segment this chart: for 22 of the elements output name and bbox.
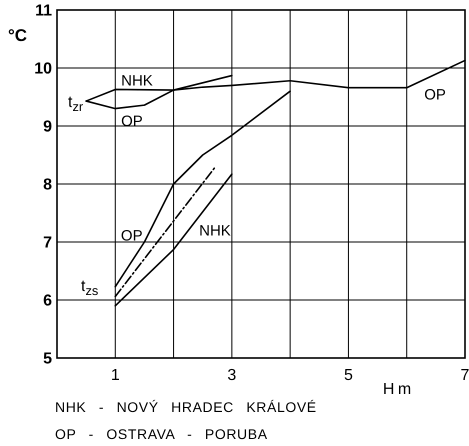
- x-tick-label: 1: [110, 367, 120, 384]
- y-tick-label: 6: [43, 292, 52, 310]
- series-label: NHK: [199, 222, 231, 240]
- y-tick-label: 7: [43, 234, 52, 252]
- annotation: t$_{zs}$: [81, 278, 98, 298]
- y-tick-label: 9: [43, 118, 52, 136]
- y-axis-title: °C: [8, 26, 28, 45]
- y-tick-label: 11: [35, 2, 52, 20]
- y-tick-label: 8: [43, 176, 52, 194]
- y-tick-label: 5: [43, 350, 52, 368]
- x-tick-label: 7: [460, 367, 469, 384]
- x-tick-label: 3: [227, 367, 236, 384]
- text: NHK - NOVÝ HRADEC KRÁLOVÉ: [55, 399, 317, 415]
- annotation: t$_{zr}$: [68, 94, 84, 114]
- y-tick-label: 10: [34, 60, 52, 78]
- series-label: OP: [121, 112, 143, 130]
- series-label: OP: [120, 228, 143, 245]
- x-axis-title: H m: [382, 381, 412, 398]
- x-tick-label: 5: [344, 367, 353, 384]
- text: OP: [424, 86, 446, 104]
- text: OP - OSTRAVA - PORUBA: [55, 426, 268, 442]
- series-label: NHK: [121, 72, 153, 90]
